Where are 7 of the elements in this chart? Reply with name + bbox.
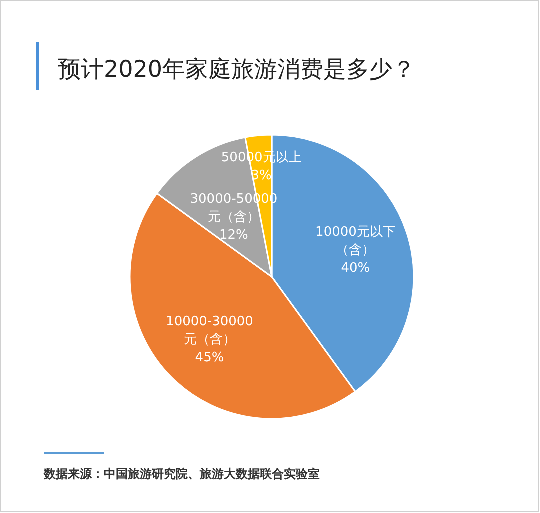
slice-label: 10000元以下（含） — [316, 224, 396, 258]
chart-title: 预计2020年家庭旅游消费是多少？ — [58, 57, 416, 83]
data-label: 40% — [341, 260, 370, 276]
slice-label: 10000-30000元（含） — [166, 314, 254, 348]
data-label: 45% — [195, 350, 224, 366]
source-note: 数据来源：中国旅游研究院、旅游大数据联合实验室 — [43, 467, 320, 481]
data-label: 12% — [220, 228, 248, 244]
